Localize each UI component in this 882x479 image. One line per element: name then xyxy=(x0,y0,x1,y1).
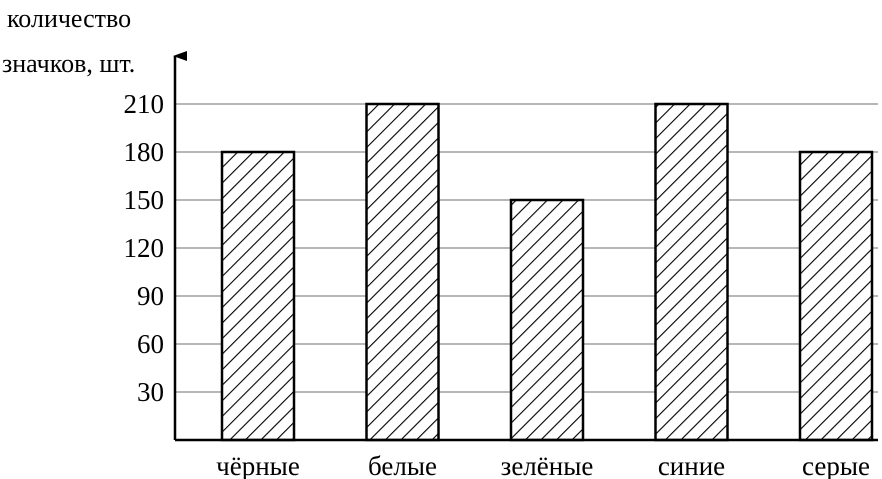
x-category-label-4: синие xyxy=(658,451,725,479)
axes xyxy=(173,51,878,442)
y-tick-label-210: 210 xyxy=(124,89,165,119)
bar-белые xyxy=(365,102,440,442)
y-tick-label-120: 120 xyxy=(124,233,165,263)
x-category-label-1: чёрные xyxy=(216,451,300,479)
bar-hatched-rect xyxy=(220,150,296,442)
x-category-label-5: серые xyxy=(802,451,870,479)
bars xyxy=(220,102,874,442)
y-tick-label-90: 90 xyxy=(137,281,164,311)
x-category-label-3: зелёные xyxy=(501,451,594,479)
y-axis-label-line-1: количество xyxy=(7,4,131,33)
y-tick-label-180: 180 xyxy=(124,137,165,167)
bar-зелёные xyxy=(509,198,585,442)
y-tick-label-60: 60 xyxy=(137,329,164,359)
bar-hatched-rect xyxy=(365,102,440,442)
y-tick-label-150: 150 xyxy=(124,185,165,215)
y-tick-label-30: 30 xyxy=(137,377,164,407)
bar-серые xyxy=(798,150,874,442)
bar-синие xyxy=(654,102,729,442)
x-category-labels: чёрные белые зелёные синие серые xyxy=(216,451,870,479)
bar-hatched-rect xyxy=(509,198,585,442)
x-category-label-2: белые xyxy=(368,451,437,479)
y-axis-label-line-2: значков, шт. xyxy=(2,49,135,78)
bar-hatched-rect xyxy=(798,150,874,442)
bar-чёрные xyxy=(220,150,296,442)
y-tick-labels: 30 60 90 120 150 180 210 xyxy=(124,89,165,407)
bar-hatched-rect xyxy=(654,102,729,442)
